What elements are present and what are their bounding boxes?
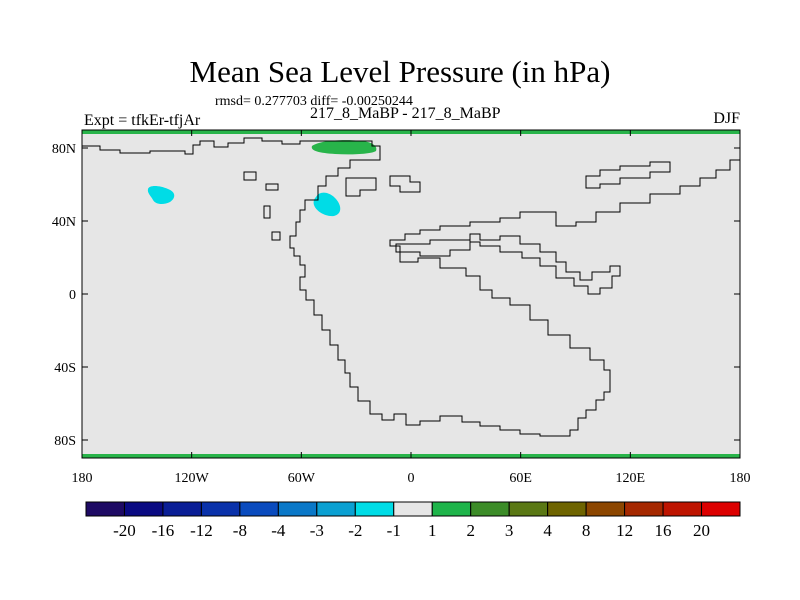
page-title: Mean Sea Level Pressure (in hPa) <box>189 54 611 89</box>
coastline-north-island-c <box>263 205 271 219</box>
anomaly-negative-continent <box>313 192 341 217</box>
coastline-north-continent <box>82 137 741 437</box>
lat-tick-label: 40S <box>54 361 76 376</box>
colorbar-label: -16 <box>152 521 175 540</box>
colorbar-box <box>701 501 741 517</box>
map-area <box>82 130 740 458</box>
subtitle: 217_8_MaBP - 217_8_MaBP <box>310 105 501 122</box>
lat-tick-label: 80N <box>52 142 76 157</box>
colorbar-label: -1 <box>387 521 401 540</box>
colorbar-label: -12 <box>190 521 213 540</box>
experiment-label: Expt = tfkEr-tfjAr <box>84 112 201 129</box>
lat-tick-label: 80S <box>54 434 76 449</box>
colorbar-box <box>508 501 549 517</box>
anomaly-negative-ocean-west <box>147 186 175 205</box>
colorbar-label: 8 <box>582 521 591 540</box>
colorbar-label: 2 <box>466 521 475 540</box>
colorbar-label: 16 <box>655 521 672 540</box>
colorbar-label: 1 <box>428 521 437 540</box>
colorbar-box <box>123 501 164 517</box>
colorbar-box <box>431 501 472 517</box>
colorbar-label: -2 <box>348 521 362 540</box>
stats-line: rmsd= 0.277703 diff= -0.00250244 <box>215 94 413 109</box>
lon-tick-label: 60E <box>509 471 532 486</box>
lon-tick-label: 120E <box>616 471 646 486</box>
colorbar-label: -3 <box>310 521 324 540</box>
coastline-inland-sea <box>395 239 471 257</box>
coastline-north-island-f <box>389 175 421 193</box>
colorbar-box <box>354 501 395 517</box>
colorbar-label: 4 <box>543 521 552 540</box>
colorbar-label: -8 <box>233 521 247 540</box>
lat-tick-label: 40N <box>52 215 76 230</box>
lon-tick-label: 180 <box>72 471 93 486</box>
lon-tick-label: 180 <box>730 471 751 486</box>
coastline-east-island <box>585 161 671 189</box>
colorbar: -20 -16 -12 -8 -4 -3 -2 -1 1 2 3 4 8 12 16 20 <box>85 501 741 540</box>
colorbar-box <box>85 501 125 517</box>
colorbar-box <box>316 501 356 517</box>
colorbar-label: -4 <box>271 521 286 540</box>
coastline-north-island-e <box>345 177 377 197</box>
anomaly-positive-high-latitude <box>311 140 377 155</box>
map-axes: 180 120W 60W 0 60E 120E 180 80N 40N 0 40S 80S <box>52 130 751 486</box>
colorbar-box <box>624 501 664 517</box>
colorbar-box <box>277 501 318 517</box>
colorbar-label: 3 <box>505 521 514 540</box>
lon-tick-label: 120W <box>175 471 210 486</box>
colorbar-box <box>662 501 703 517</box>
coastline-south-continent <box>469 233 621 295</box>
colorbar-box <box>239 501 279 517</box>
colorbar-label: 20 <box>693 521 710 540</box>
colorbar-box <box>393 501 433 517</box>
colorbar-label: -20 <box>113 521 136 540</box>
colorbar-box <box>547 501 587 517</box>
colorbar-label: 12 <box>616 521 633 540</box>
coastline-north-island-d <box>271 231 281 241</box>
season-label: DJF <box>713 110 740 127</box>
coastline-north-island-a <box>243 171 257 181</box>
lat-tick-label: 0 <box>69 288 76 303</box>
coastlines <box>82 137 741 437</box>
colorbar-box <box>585 501 626 517</box>
colorbar-box <box>200 501 241 517</box>
colorbar-box <box>470 501 510 517</box>
lon-tick-label: 0 <box>408 471 415 486</box>
colorbar-box <box>162 501 202 517</box>
lon-tick-label: 60W <box>288 471 316 486</box>
coastline-north-island-b <box>265 183 279 191</box>
